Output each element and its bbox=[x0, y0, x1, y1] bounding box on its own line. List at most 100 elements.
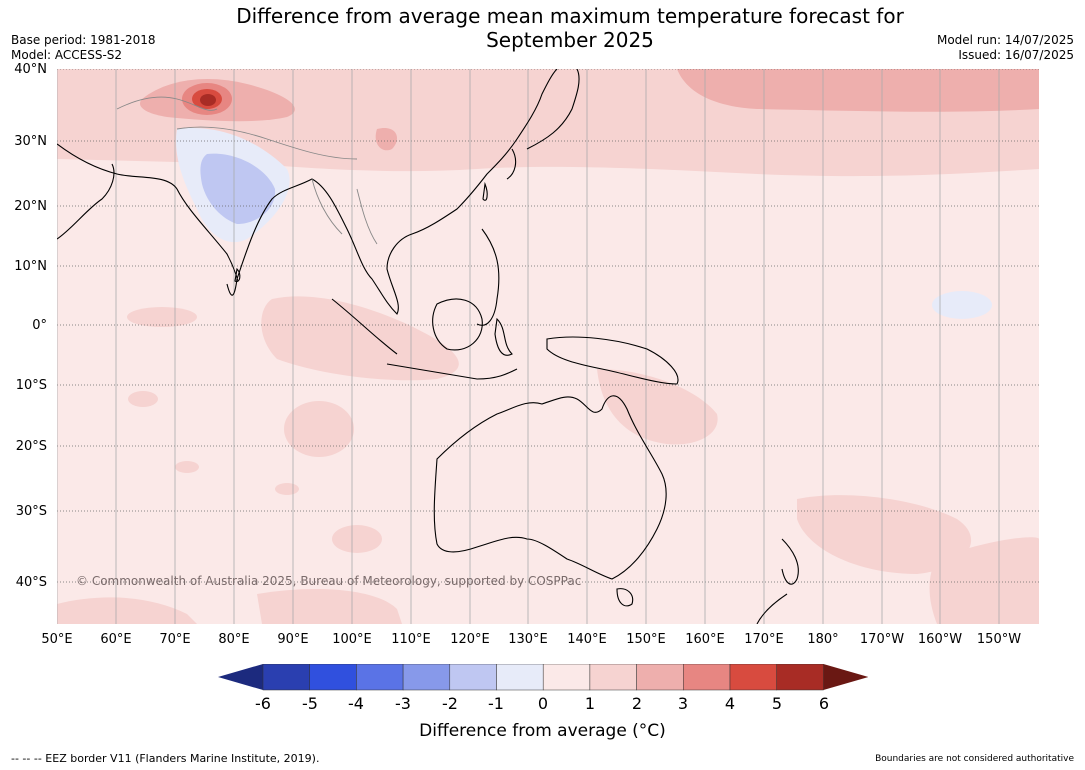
anomaly-pacific-cool bbox=[932, 291, 992, 319]
colorbar-swatch bbox=[776, 664, 824, 691]
forecast-map bbox=[57, 69, 1039, 624]
anomaly-south-pacific-warm bbox=[797, 495, 972, 574]
coast-arabia bbox=[57, 163, 115, 240]
colorbar-swatch bbox=[683, 664, 731, 691]
lon-label: 160°W bbox=[917, 632, 963, 647]
base-info: Base period: 1981-2018 Model: ACCESS-S2 bbox=[11, 33, 156, 63]
anomaly-tibet-warm bbox=[375, 128, 397, 151]
anomaly-patch-c bbox=[275, 483, 299, 495]
colorbar-tick: -4 bbox=[348, 694, 364, 713]
anomaly-india-cool-inner bbox=[200, 153, 276, 224]
coast-japan bbox=[526, 69, 580, 150]
lat-label: 20°S bbox=[15, 439, 47, 454]
anomaly-indian-ocean-warm bbox=[261, 296, 459, 381]
anomaly-southwest-warm bbox=[57, 597, 197, 624]
lon-label: 80°E bbox=[218, 632, 250, 647]
colorbar-swatch bbox=[589, 664, 637, 691]
colorbar-swatch bbox=[262, 664, 310, 691]
copyright-notice: © Commonwealth of Australia 2025, Bureau… bbox=[76, 574, 582, 588]
lat-label: 10°S bbox=[15, 378, 47, 393]
colorbar-swatch bbox=[496, 664, 544, 691]
colorbar-tick: 5 bbox=[771, 694, 783, 713]
lon-label: 170°W bbox=[859, 632, 905, 647]
colorbar-tick: 2 bbox=[631, 694, 643, 713]
lon-label: 170°E bbox=[744, 632, 784, 647]
anomaly-patch-a bbox=[128, 391, 158, 407]
coast-india-south bbox=[226, 278, 238, 296]
anomaly-south-central-warm bbox=[257, 589, 402, 624]
lon-label: 110°E bbox=[391, 632, 431, 647]
colorbar-swatch bbox=[449, 664, 497, 691]
colorbar-swatch bbox=[636, 664, 684, 691]
coast-sri-lanka bbox=[234, 267, 241, 283]
colorbar-label: Difference from average (°C) bbox=[419, 721, 666, 741]
issued-date: Issued: 16/07/2025 bbox=[958, 48, 1074, 62]
anomaly-png-warm bbox=[597, 369, 718, 445]
lon-label: 120°E bbox=[450, 632, 490, 647]
anomaly-north-pacific-warm bbox=[677, 69, 1039, 112]
lon-label: 140°E bbox=[567, 632, 607, 647]
coast-tasmania bbox=[616, 588, 634, 607]
colorbar-tick: -2 bbox=[442, 694, 458, 713]
lat-label: 10°N bbox=[14, 259, 47, 274]
coast-asia-mainland bbox=[57, 69, 558, 315]
boundary-disclaimer: Boundaries are not considered authoritat… bbox=[875, 754, 1074, 764]
colorbar-tick: 1 bbox=[584, 694, 596, 713]
colorbar-swatch bbox=[729, 664, 777, 691]
lon-label: 150°W bbox=[976, 632, 1022, 647]
lat-label: 30°S bbox=[15, 504, 47, 519]
coastlines bbox=[57, 69, 799, 624]
colorbar-swatch bbox=[356, 664, 404, 691]
anomaly-patch-f bbox=[127, 307, 197, 327]
title-line-2: September 2025 bbox=[486, 28, 654, 52]
coast-borneo bbox=[432, 298, 483, 351]
lon-label: 180° bbox=[807, 632, 839, 647]
coast-new-guinea bbox=[546, 336, 679, 385]
map-title: Difference from average mean maximum tem… bbox=[170, 4, 970, 52]
lat-label: 40°S bbox=[15, 575, 47, 590]
colorbar bbox=[218, 664, 868, 691]
eez-legend: -- -- -- EEZ border V11 (Flanders Marine… bbox=[11, 752, 320, 765]
lon-label: 70°E bbox=[159, 632, 191, 647]
colorbar-swatch bbox=[309, 664, 357, 691]
anomaly-patch-e bbox=[284, 401, 354, 457]
colorbar-tick: 6 bbox=[818, 694, 830, 713]
colorbar-extend-high bbox=[823, 664, 868, 690]
map-canvas bbox=[57, 69, 1039, 624]
lon-label: 60°E bbox=[100, 632, 132, 647]
colorbar-tick: -1 bbox=[488, 694, 504, 713]
title-line-1: Difference from average mean maximum tem… bbox=[236, 4, 904, 28]
borders bbox=[116, 96, 378, 245]
coast-taiwan bbox=[482, 181, 488, 201]
anomaly-hotspot-core bbox=[200, 94, 216, 106]
coast-philippines bbox=[476, 228, 500, 326]
lon-label: 100°E bbox=[332, 632, 372, 647]
anomaly-tasman-warm bbox=[929, 537, 1039, 624]
coast-korea bbox=[506, 148, 517, 180]
coast-sumatra bbox=[331, 298, 398, 355]
lon-label: 150°E bbox=[626, 632, 666, 647]
lon-label: 160°E bbox=[685, 632, 725, 647]
coast-java bbox=[386, 363, 518, 380]
colorbar-tick: -5 bbox=[302, 694, 318, 713]
anomaly-patch-d bbox=[332, 525, 382, 553]
colorbar-swatch bbox=[542, 664, 591, 691]
coast-sulawesi bbox=[494, 317, 513, 356]
colorbar-swatch bbox=[402, 664, 451, 691]
lat-label: 0° bbox=[32, 318, 47, 333]
coast-australia bbox=[433, 395, 667, 580]
model-run: Model run: 14/07/2025 bbox=[936, 33, 1074, 47]
run-info: Model run: 14/07/2025 Issued: 16/07/2025 bbox=[937, 33, 1074, 63]
coast-new-zealand-south bbox=[756, 593, 788, 624]
colorbar-tick: -6 bbox=[255, 694, 271, 713]
lon-label: 90°E bbox=[277, 632, 309, 647]
meridians bbox=[57, 69, 1000, 624]
base-period: Base period: 1981-2018 bbox=[11, 33, 156, 47]
lat-label: 40°N bbox=[14, 62, 47, 77]
lat-label: 30°N bbox=[14, 134, 47, 149]
colorbar-tick: 4 bbox=[724, 694, 736, 713]
lon-label: 50°E bbox=[41, 632, 73, 647]
lat-label: 20°N bbox=[14, 199, 47, 214]
colorbar-tick: 0 bbox=[537, 694, 549, 713]
colorbar-tick: 3 bbox=[677, 694, 689, 713]
